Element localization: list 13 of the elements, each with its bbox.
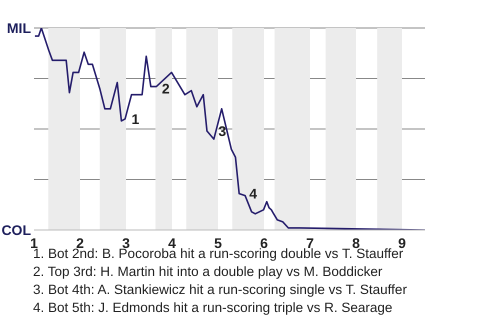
text: 3. Bot 4th: A. Stankiewicz hit a run-scoring single vs T. Stauffer [33, 281, 407, 299]
text: 2. Top 3rd: H. Martin hit into a double play vs M. Boddicker [33, 263, 384, 281]
text: COL [1, 222, 32, 238]
text: 4. Bot 5th: J. Edmonds hit a run-scoring triple vs R. Searage [33, 299, 394, 317]
text: MIL [6, 20, 32, 36]
annotation: 2 [162, 80, 170, 97]
x-tick-label: 4 [168, 234, 176, 251]
x-tick-label: 6 [260, 234, 268, 251]
annotation: 1 [131, 110, 140, 127]
x-tick-label: 5 [214, 234, 222, 251]
annotation: 3 [218, 122, 226, 139]
annotation: 4 [249, 186, 258, 202]
x-tick-label: 9 [398, 234, 406, 251]
